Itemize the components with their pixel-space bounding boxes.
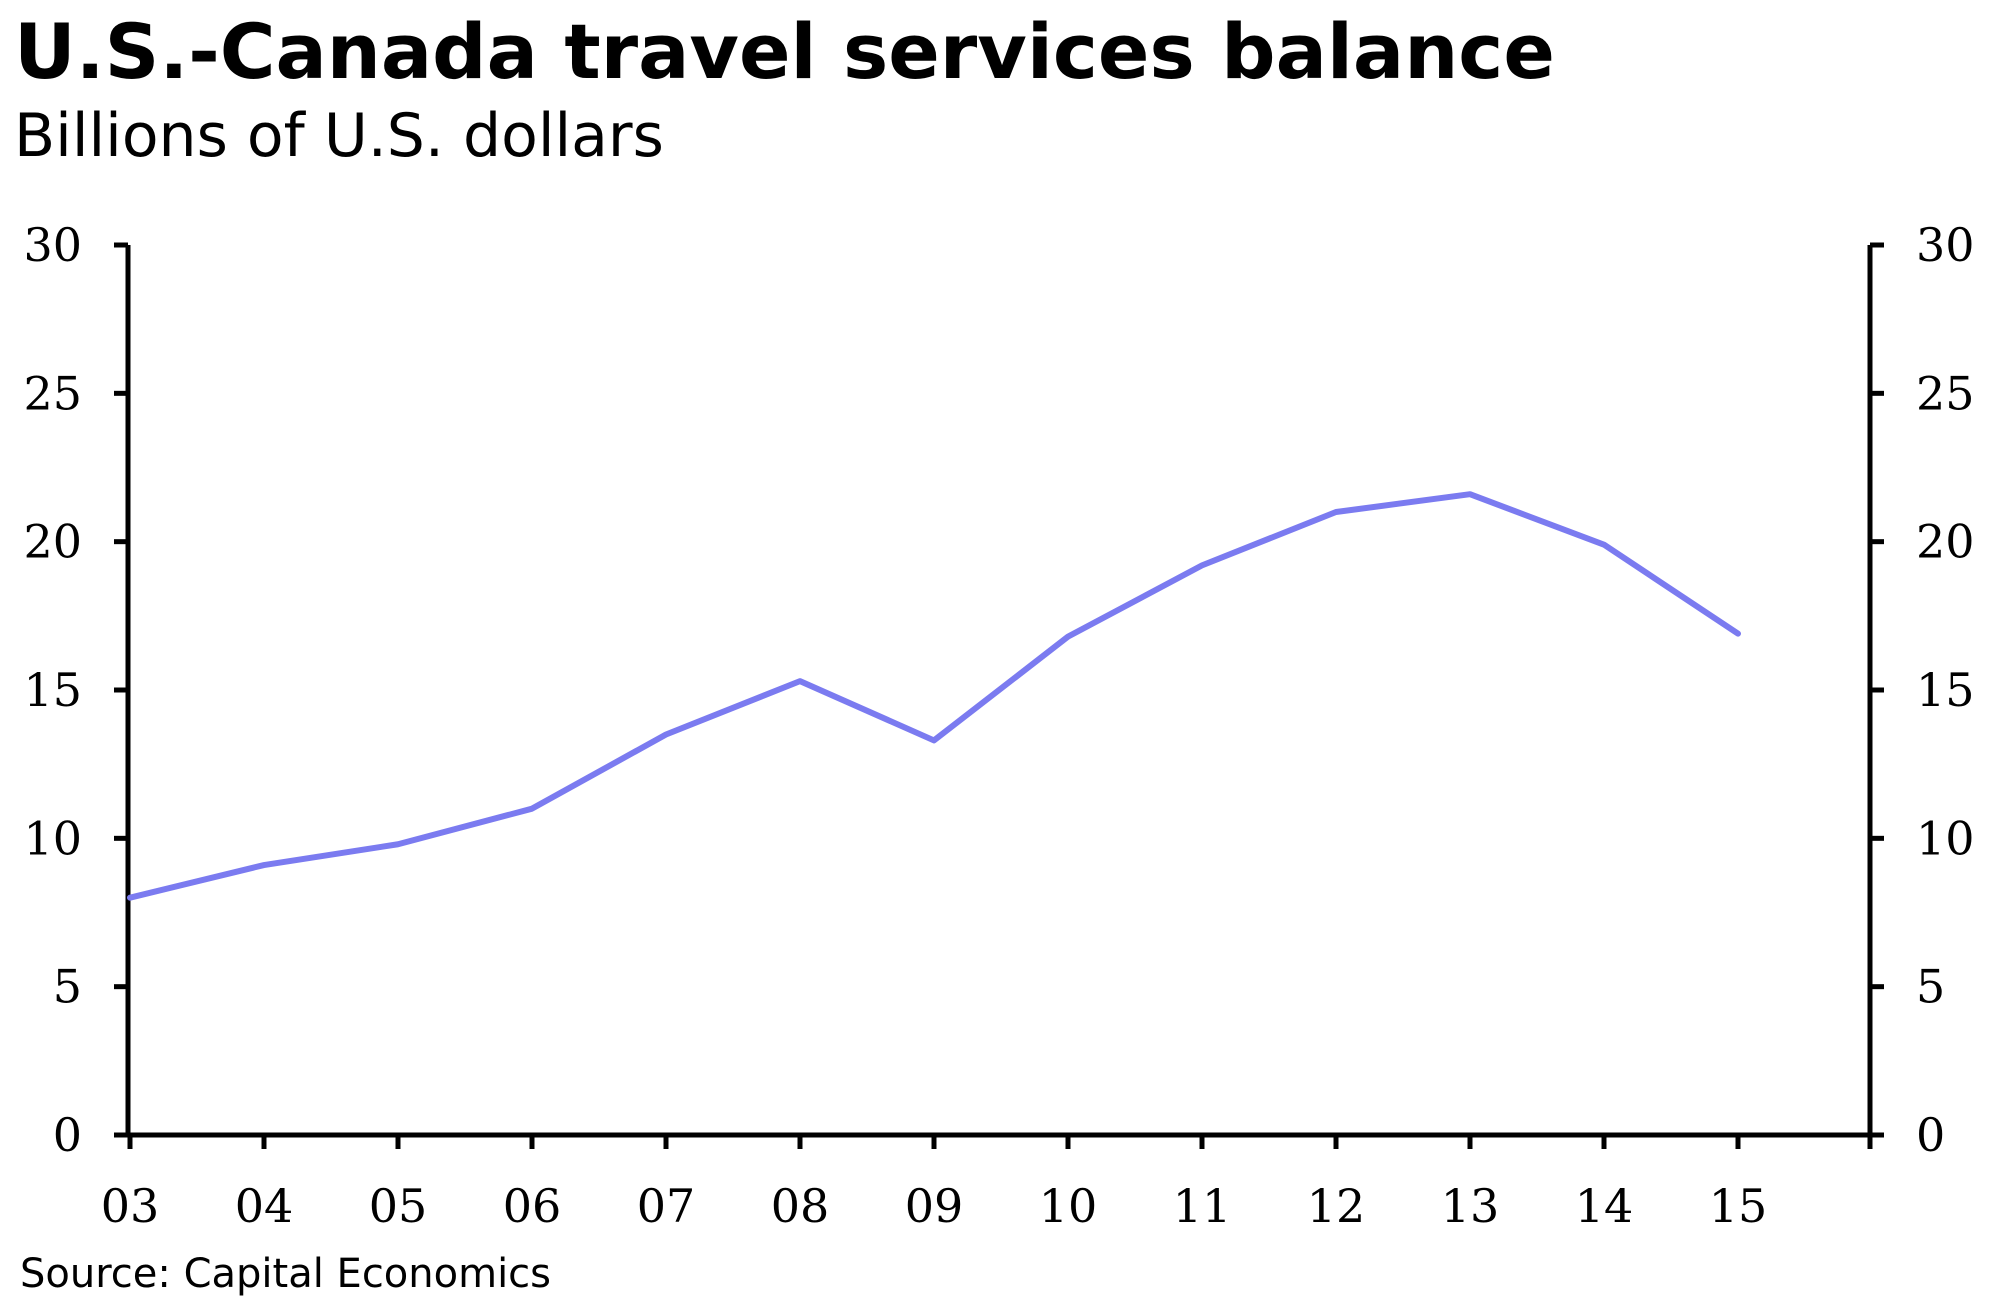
x-tick-label: 10 xyxy=(1039,1179,1098,1233)
chart-subtitle: Billions of U.S. dollars xyxy=(14,101,664,171)
x-tick-label: 08 xyxy=(771,1179,830,1233)
y-tick-label-right: 25 xyxy=(1916,366,1975,420)
x-tick-label: 13 xyxy=(1441,1179,1500,1233)
x-tick-label: 09 xyxy=(905,1179,964,1233)
x-tick-label: 15 xyxy=(1709,1179,1768,1233)
source-note: Source: Capital Economics xyxy=(20,1251,552,1297)
x-tick-label: 11 xyxy=(1173,1179,1232,1233)
y-tick-label-right: 20 xyxy=(1916,515,1975,569)
x-tick-label: 14 xyxy=(1575,1179,1634,1233)
x-tick-label: 07 xyxy=(637,1179,696,1233)
y-tick-label-right: 10 xyxy=(1916,811,1975,865)
y-tick-label-right: 15 xyxy=(1916,663,1975,717)
y-tick-label-left: 5 xyxy=(53,960,82,1014)
y-tick-label-left: 0 xyxy=(53,1108,82,1162)
y-tick-label-left: 15 xyxy=(23,663,82,717)
chart-axes xyxy=(114,242,1884,1149)
x-tick-label: 05 xyxy=(369,1179,428,1233)
y-tick-label-left: 30 xyxy=(23,218,82,272)
y-tick-label-left: 25 xyxy=(23,366,82,420)
x-tick-label: 12 xyxy=(1307,1179,1366,1233)
chart-series xyxy=(127,491,1741,901)
y-tick-label-right: 30 xyxy=(1916,218,1975,272)
y-tick-label-right: 0 xyxy=(1916,1108,1945,1162)
y-tick-label-left: 20 xyxy=(23,515,82,569)
chart-title: U.S.-Canada travel services balance xyxy=(14,7,1555,96)
x-tick-label: 03 xyxy=(101,1179,160,1233)
y-tick-label-right: 5 xyxy=(1916,960,1945,1014)
y-tick-label-left: 10 xyxy=(23,811,82,865)
series-line xyxy=(127,491,1741,901)
x-tick-label: 06 xyxy=(503,1179,562,1233)
x-tick-label: 04 xyxy=(235,1179,294,1233)
